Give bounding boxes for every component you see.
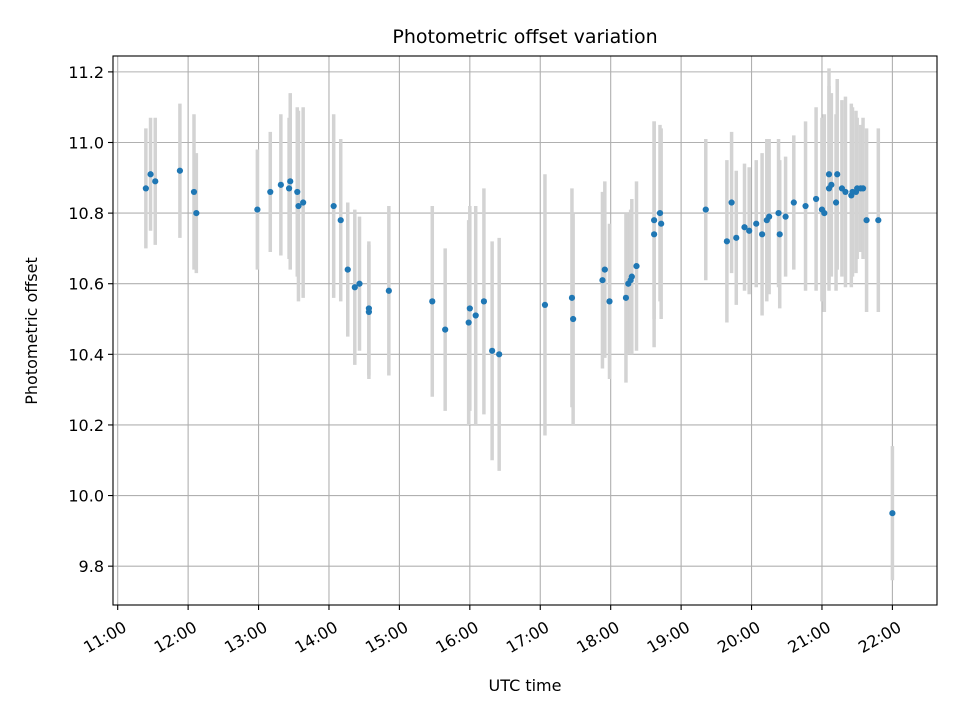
data-point xyxy=(859,185,867,192)
data-point xyxy=(759,231,766,238)
data-point xyxy=(568,294,576,301)
data-point xyxy=(152,178,159,185)
data-point xyxy=(790,199,797,206)
data-point xyxy=(267,188,274,196)
data-point xyxy=(570,315,577,323)
data-point xyxy=(741,224,748,231)
data-point xyxy=(633,262,640,270)
data-point xyxy=(606,298,613,305)
data-point xyxy=(385,287,392,294)
data-point xyxy=(875,217,882,224)
data-point xyxy=(356,280,363,287)
data-point xyxy=(330,202,337,210)
y-tick-label: 9.8 xyxy=(79,557,104,576)
data-point xyxy=(863,217,870,224)
data-point xyxy=(147,171,154,178)
data-point xyxy=(766,213,773,220)
data-point xyxy=(541,301,549,309)
data-point xyxy=(651,217,658,224)
data-point xyxy=(193,210,200,217)
data-point xyxy=(300,199,307,206)
y-axis-ticks: 9.8 10.0 10.2 10.4 10.6 10.8 11.0 11.2 xyxy=(68,63,113,576)
data-point xyxy=(733,234,740,241)
x-axis-title: UTC time xyxy=(489,676,562,695)
grid xyxy=(113,56,937,605)
y-tick-label: 10.0 xyxy=(68,487,104,506)
data-point xyxy=(828,181,835,188)
data-point xyxy=(254,206,261,213)
data-point xyxy=(651,231,658,238)
y-tick-label: 10.6 xyxy=(68,275,104,294)
data-point xyxy=(628,273,635,280)
data-point xyxy=(802,202,809,210)
data-point xyxy=(190,188,198,196)
y-axis-title: Photometric offset xyxy=(22,257,41,405)
data-point xyxy=(782,213,789,220)
data-point xyxy=(746,227,753,234)
data-point xyxy=(142,185,149,192)
data-point xyxy=(176,167,184,174)
data-point xyxy=(821,210,828,217)
data-point xyxy=(496,351,503,358)
data-point xyxy=(832,199,840,206)
data-point xyxy=(294,188,301,196)
data-point xyxy=(472,312,479,319)
data-point xyxy=(723,238,730,245)
data-point xyxy=(753,220,760,227)
data-point xyxy=(776,231,783,238)
data-point xyxy=(365,305,372,312)
data-point xyxy=(489,347,496,354)
y-tick-label: 11.2 xyxy=(68,63,104,82)
data-point xyxy=(277,181,284,188)
data-point xyxy=(825,171,833,178)
y-tick-label: 10.2 xyxy=(68,416,104,435)
plot-frame xyxy=(112,55,938,606)
data-point xyxy=(295,202,302,210)
data-point xyxy=(344,266,351,273)
data-point xyxy=(337,217,344,224)
y-tick-label: 11.0 xyxy=(68,133,104,152)
data-points xyxy=(142,167,896,517)
data-point xyxy=(658,220,665,227)
y-tick-label: 10.4 xyxy=(68,345,104,364)
data-point xyxy=(842,188,849,196)
data-point xyxy=(480,298,488,305)
data-point xyxy=(429,298,436,305)
data-point xyxy=(285,185,293,192)
data-point xyxy=(442,326,449,333)
data-point xyxy=(465,319,472,326)
data-point xyxy=(775,210,782,217)
data-point xyxy=(599,277,606,284)
data-point xyxy=(622,294,630,301)
y-tick-label: 10.8 xyxy=(68,204,104,223)
data-point xyxy=(812,195,820,203)
data-point xyxy=(702,206,709,213)
data-point xyxy=(287,178,294,185)
data-point xyxy=(656,210,664,217)
data-point xyxy=(466,305,473,312)
data-point xyxy=(834,171,841,178)
chart-title: Photometric offset variation xyxy=(392,26,657,48)
data-point xyxy=(889,510,896,517)
data-point xyxy=(351,284,358,291)
data-point xyxy=(728,199,735,206)
data-point xyxy=(601,266,608,273)
